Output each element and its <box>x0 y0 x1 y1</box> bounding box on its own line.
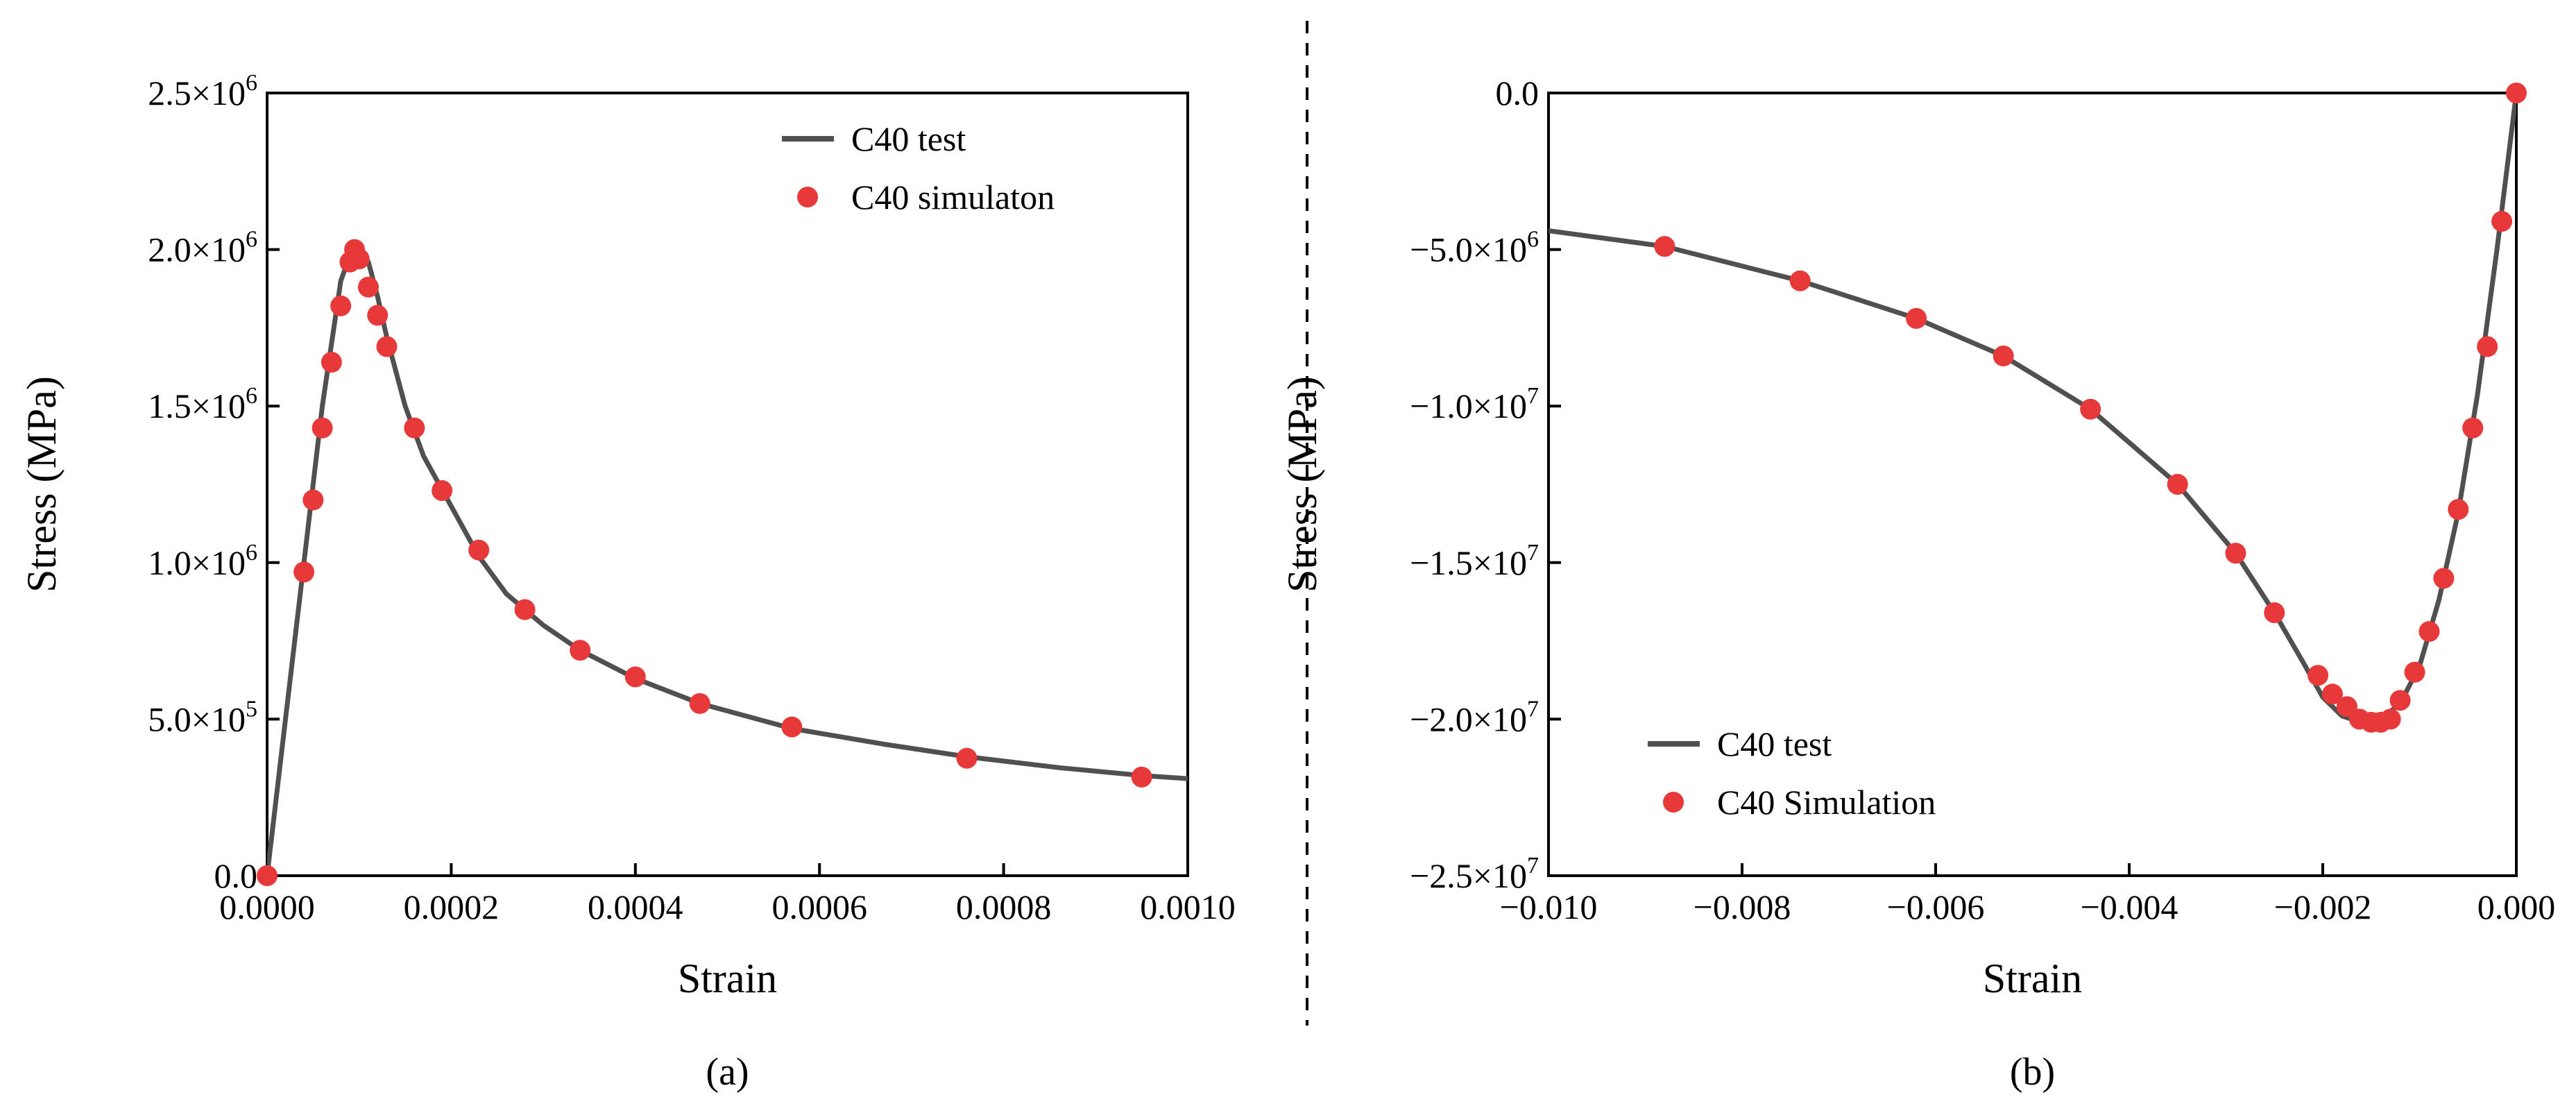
data-point <box>570 640 591 661</box>
data-point <box>302 489 324 511</box>
data-point <box>2080 398 2101 420</box>
data-point <box>321 352 342 373</box>
series-line <box>1549 93 2516 725</box>
plot-area <box>1549 93 2516 725</box>
x-tick-label: −0.010 <box>1500 887 1598 926</box>
data-point <box>404 417 425 439</box>
series-line <box>267 247 1188 876</box>
data-point <box>367 305 389 326</box>
data-point <box>2448 499 2469 520</box>
y-tick-label: 2.0×106 <box>148 227 257 269</box>
data-point <box>689 693 710 714</box>
data-point <box>2477 336 2498 357</box>
data-point <box>432 480 453 502</box>
data-point <box>2462 417 2484 439</box>
plot-area <box>267 247 1188 876</box>
data-point <box>1993 346 2014 367</box>
y-tick-label: 0.0 <box>1496 74 1539 112</box>
data-point <box>624 666 646 688</box>
data-point <box>2433 568 2455 589</box>
data-point <box>2491 210 2513 232</box>
data-point <box>257 865 278 886</box>
y-tick-label: 5.0×105 <box>148 696 257 738</box>
y-tick-label: 2.5×106 <box>148 70 257 112</box>
data-point <box>1789 270 1811 291</box>
x-axis-title: Strain <box>678 955 777 1001</box>
x-tick-label: 0.0004 <box>588 887 683 926</box>
x-tick-label: −0.006 <box>1887 887 1985 926</box>
y-tick-label: −1.5×107 <box>1410 540 1539 582</box>
x-tick-label: 0.0006 <box>771 887 867 926</box>
y-tick-label: −5.0×106 <box>1410 227 1539 269</box>
plot-frame <box>266 92 1189 877</box>
x-tick-label: −0.002 <box>2274 887 2372 926</box>
data-point <box>2308 665 2329 686</box>
data-point <box>1906 307 1927 329</box>
data-point <box>357 276 379 298</box>
data-point <box>2419 621 2440 643</box>
x-tick-label: 0.0002 <box>404 887 500 926</box>
x-tick-label: 0.0010 <box>1140 887 1236 926</box>
x-tick-label: 0.000 <box>2477 887 2556 926</box>
legend-label: C40 Simulation <box>1717 783 1936 822</box>
data-point <box>2321 683 2343 705</box>
y-tick-label: −2.0×107 <box>1410 696 1539 738</box>
panel-label: (b) <box>2010 1051 2055 1094</box>
data-point <box>514 599 536 620</box>
data-point <box>2389 690 2411 711</box>
y-tick-label: −1.0×107 <box>1410 383 1539 425</box>
data-point <box>293 561 315 583</box>
data-point <box>1654 236 1675 257</box>
y-axis-title: Stress (MPa) <box>1279 376 1325 593</box>
data-point <box>2404 661 2425 683</box>
data-point <box>956 747 978 769</box>
data-point <box>2506 83 2527 103</box>
y-axis-title: Stress (MPa) <box>19 376 65 593</box>
data-point <box>376 336 398 357</box>
data-point <box>2225 543 2246 564</box>
y-tick-label: 1.0×106 <box>148 540 257 582</box>
panel-label: (a) <box>706 1051 749 1094</box>
panel-b: −0.010 −0.008 −0.006 −0.004 −0.002 0.000 0.0 −5… <box>1279 74 2555 1094</box>
y-tick-label: 1.5×106 <box>148 383 257 425</box>
x-tick-label: −0.004 <box>2081 887 2178 926</box>
data-point <box>1131 766 1152 788</box>
data-point <box>348 248 370 270</box>
x-tick-label: 0.0008 <box>956 887 1052 926</box>
panel-a: 0.0000 0.0002 0.0004 0.0006 0.0008 0.0010 0.0 5… <box>19 70 1236 1094</box>
data-point <box>312 417 333 439</box>
x-tick-label: −0.008 <box>1694 887 1791 926</box>
data-point <box>2380 708 2401 730</box>
plot-frame <box>1547 92 2518 877</box>
legend-label: C40 simulaton <box>851 178 1055 216</box>
data-point <box>2167 474 2188 495</box>
legend-label: C40 test <box>1717 724 1832 763</box>
legend-label: C40 test <box>851 119 966 158</box>
data-point <box>781 716 803 738</box>
y-tick-label: −2.5×107 <box>1410 853 1539 895</box>
x-tick-label: 0.0000 <box>219 887 315 926</box>
data-point <box>2264 602 2285 623</box>
y-tick-label: 0.0 <box>214 856 258 895</box>
x-axis-title: Strain <box>1983 955 2082 1001</box>
legend-marker-swatch <box>797 187 818 207</box>
legend-marker-swatch <box>1663 792 1684 813</box>
data-point <box>330 295 352 316</box>
data-point <box>468 539 490 561</box>
